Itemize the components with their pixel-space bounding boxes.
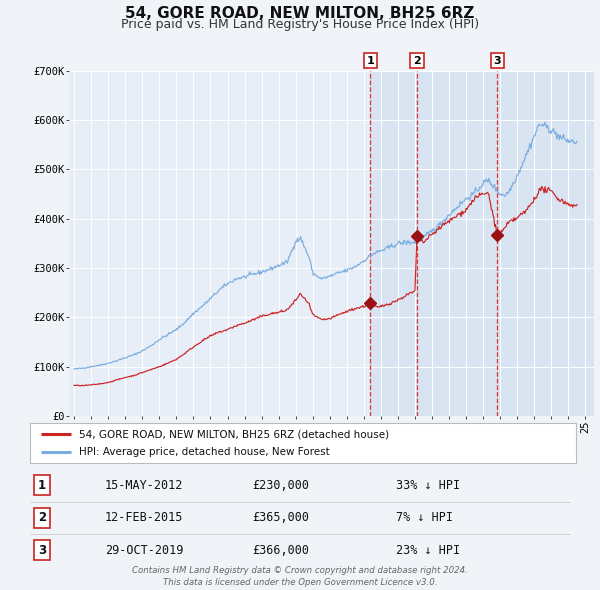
Text: 23% ↓ HPI: 23% ↓ HPI: [396, 543, 460, 557]
Text: 1: 1: [367, 55, 374, 65]
Text: 54, GORE ROAD, NEW MILTON, BH25 6RZ: 54, GORE ROAD, NEW MILTON, BH25 6RZ: [125, 6, 475, 21]
Text: Contains HM Land Registry data © Crown copyright and database right 2024.
This d: Contains HM Land Registry data © Crown c…: [132, 566, 468, 587]
Text: 7% ↓ HPI: 7% ↓ HPI: [396, 511, 453, 525]
Text: £366,000: £366,000: [252, 543, 309, 557]
Text: HPI: Average price, detached house, New Forest: HPI: Average price, detached house, New …: [79, 447, 330, 457]
Text: £230,000: £230,000: [252, 478, 309, 492]
Text: 3: 3: [494, 55, 501, 65]
Text: 15-MAY-2012: 15-MAY-2012: [105, 478, 184, 492]
Text: 3: 3: [38, 543, 46, 557]
Text: 2: 2: [413, 55, 421, 65]
Text: 29-OCT-2019: 29-OCT-2019: [105, 543, 184, 557]
Text: Price paid vs. HM Land Registry's House Price Index (HPI): Price paid vs. HM Land Registry's House …: [121, 18, 479, 31]
Text: £365,000: £365,000: [252, 511, 309, 525]
Text: 12-FEB-2015: 12-FEB-2015: [105, 511, 184, 525]
Text: 2: 2: [38, 511, 46, 525]
Text: 54, GORE ROAD, NEW MILTON, BH25 6RZ (detached house): 54, GORE ROAD, NEW MILTON, BH25 6RZ (det…: [79, 430, 389, 440]
Text: 1: 1: [38, 478, 46, 492]
Bar: [370, 71, 594, 416]
Text: 33% ↓ HPI: 33% ↓ HPI: [396, 478, 460, 492]
